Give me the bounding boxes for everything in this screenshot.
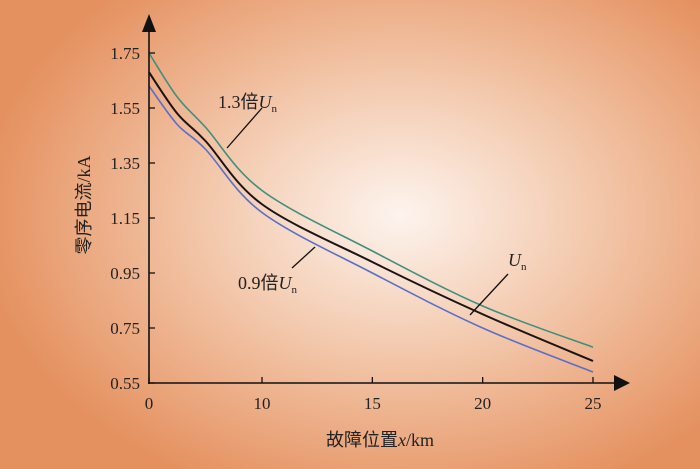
y-tick-label: 1.15	[110, 209, 140, 228]
y-tick-label: 1.55	[110, 99, 140, 118]
series-line-1	[148, 71, 594, 362]
series-line-0	[148, 52, 594, 348]
y-axis-arrow-icon	[142, 14, 156, 32]
x-tick-label: 0	[145, 394, 154, 413]
y-tick-label: 1.35	[110, 154, 140, 173]
svg-text:0.9倍Un: 0.9倍Un	[238, 273, 298, 296]
y-tick-label: 0.95	[110, 264, 140, 283]
annotation-un: Un	[469, 250, 527, 316]
x-tick-label: 20	[474, 394, 491, 413]
x-axis-arrow-icon	[614, 375, 630, 391]
x-tick-label: 25	[585, 394, 602, 413]
y-tick-label: 0.75	[110, 319, 140, 338]
svg-text:Un: Un	[508, 250, 527, 273]
annotation-1-3un: 1.3倍Un	[218, 92, 278, 149]
y-axis-label: 零序电流/kA	[74, 155, 94, 254]
series-line-2	[148, 85, 594, 373]
x-tick-label: 15	[364, 394, 381, 413]
x-tick-label: 10	[254, 394, 271, 413]
svg-text:1.3倍Un: 1.3倍Un	[218, 92, 278, 115]
y-tick-label: 0.55	[110, 374, 140, 393]
y-tick-label: 1.75	[110, 44, 140, 63]
x-axis-label: 故障位置x/km	[326, 430, 434, 450]
annotation-0-9un: 0.9倍Un	[238, 246, 316, 296]
